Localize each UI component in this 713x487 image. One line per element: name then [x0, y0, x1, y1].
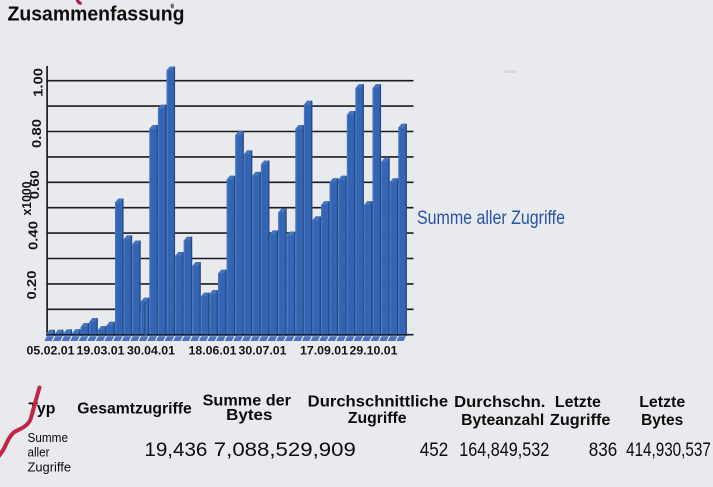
- svg-text:Zugriffe: Zugriffe: [550, 412, 611, 429]
- svg-text:1.00: 1.00: [31, 68, 45, 97]
- svg-text:0.40: 0.40: [27, 221, 41, 250]
- svg-text:Zusammenfassung: Zusammenfassung: [8, 3, 185, 25]
- svg-text:Durchschnittliche: Durchschnittliche: [308, 394, 448, 411]
- svg-text:19,436: 19,436: [144, 439, 207, 461]
- svg-text:x1000: x1000: [20, 181, 34, 215]
- svg-text:30.04.01: 30.04.01: [127, 346, 176, 358]
- svg-text:414,930,537: 414,930,537: [626, 439, 711, 461]
- svg-text:Bytes: Bytes: [226, 407, 272, 424]
- svg-text:29.10.01: 29.10.01: [350, 346, 399, 358]
- svg-text:Byteanzahl: Byteanzahl: [461, 412, 544, 429]
- svg-text:aller: aller: [28, 444, 51, 459]
- svg-text:0.20: 0.20: [25, 270, 39, 299]
- svg-text:19.03.01: 19.03.01: [77, 346, 126, 358]
- svg-text:Zugriffe: Zugriffe: [348, 410, 407, 427]
- svg-text:Summe: Summe: [28, 430, 69, 445]
- svg-text:Zugriffe: Zugriffe: [28, 460, 72, 475]
- svg-text:18.06.01: 18.06.01: [189, 346, 238, 358]
- svg-text:0.60: 0.60: [28, 170, 42, 199]
- svg-text:Summe der: Summe der: [203, 393, 291, 410]
- svg-text:Gesamtzugriffe: Gesamtzugriffe: [77, 401, 192, 418]
- svg-text:30.07.01: 30.07.01: [239, 346, 288, 358]
- svg-text:452: 452: [420, 439, 449, 461]
- svg-text:Summe aller Zugriffe: Summe aller Zugriffe: [417, 208, 565, 229]
- svg-text:17.09.01: 17.09.01: [300, 346, 349, 358]
- svg-text:Letzte: Letzte: [555, 394, 601, 411]
- svg-text:7,088,529,909: 7,088,529,909: [214, 439, 356, 461]
- svg-text:Letzte: Letzte: [639, 394, 685, 411]
- svg-text:Bytes: Bytes: [641, 412, 683, 429]
- svg-text:164,849,532: 164,849,532: [459, 439, 549, 461]
- svg-text:836: 836: [589, 439, 618, 461]
- svg-text:05.02.01: 05.02.01: [27, 346, 76, 358]
- svg-text:0.80: 0.80: [30, 119, 44, 148]
- svg-text:Durchschn.: Durchschn.: [454, 394, 545, 411]
